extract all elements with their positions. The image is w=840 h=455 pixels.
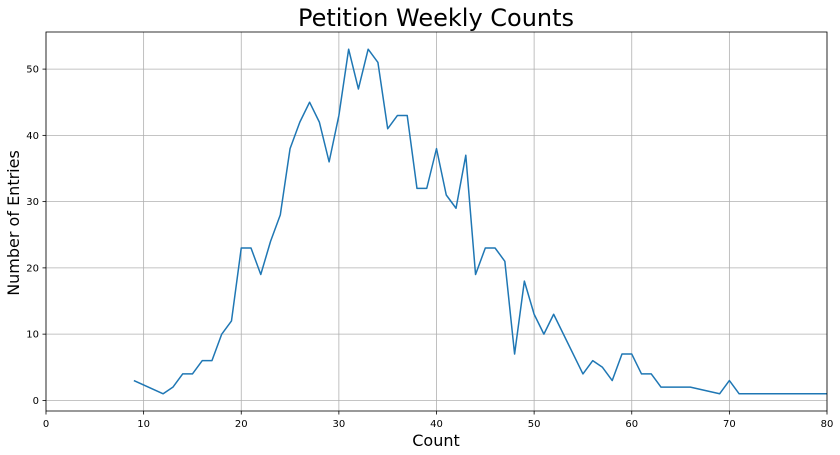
x-tick-label: 70 [723, 419, 736, 430]
chart-title: Petition Weekly Counts [298, 4, 574, 32]
y-tick-label: 20 [26, 263, 39, 274]
x-axis-label: Count [412, 431, 460, 450]
y-tick-label: 0 [33, 396, 39, 407]
y-tick-label: 50 [26, 65, 39, 76]
x-tick-label: 30 [333, 419, 346, 430]
y-tick-label: 30 [26, 197, 39, 208]
x-tick-label: 0 [43, 419, 49, 430]
x-tick-label: 50 [528, 419, 541, 430]
y-tick-label: 10 [26, 330, 39, 341]
x-tick-label: 10 [137, 419, 150, 430]
grid-lines [45, 32, 828, 411]
x-axis-ticks: 0 10 20 30 40 50 60 70 80 [43, 411, 834, 430]
x-tick-label: 60 [625, 419, 638, 430]
y-axis-ticks: 0 10 20 30 40 50 [26, 65, 46, 407]
series-layer [133, 48, 827, 395]
y-tick-label: 40 [26, 131, 39, 142]
x-tick-label: 40 [430, 419, 443, 430]
series-line-0 [133, 48, 827, 395]
x-tick-label: 80 [821, 419, 834, 430]
x-tick-label: 20 [235, 419, 248, 430]
y-axis-label: Number of Entries [4, 150, 23, 296]
